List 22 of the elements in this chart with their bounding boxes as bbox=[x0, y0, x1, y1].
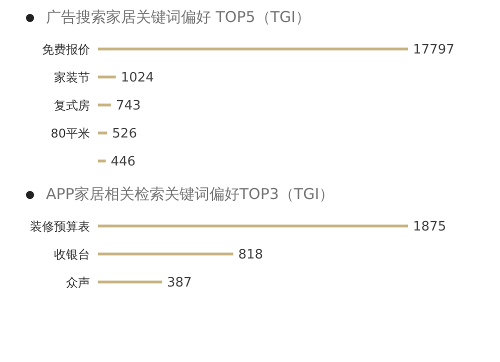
y-tick-label: 复式房 bbox=[54, 98, 90, 112]
bar bbox=[98, 76, 116, 78]
data-label: 17797 bbox=[413, 42, 454, 58]
chart-title: APP家居相关检索关键词偏好TOP3（TGI） bbox=[46, 185, 334, 204]
bar bbox=[98, 160, 106, 162]
bar bbox=[98, 104, 111, 106]
data-label: 743 bbox=[116, 98, 141, 114]
data-label: 526 bbox=[112, 126, 137, 142]
data-label: 446 bbox=[110, 154, 136, 170]
bar bbox=[98, 132, 108, 134]
y-tick-label: 收银台 bbox=[54, 247, 90, 262]
data-label: 387 bbox=[166, 276, 192, 291]
bar bbox=[98, 48, 408, 50]
y-tick-label: 80平米 bbox=[50, 126, 90, 140]
y-tick-label: 装修预算表 bbox=[30, 219, 90, 234]
data-label: 1024 bbox=[120, 70, 154, 86]
chart-title: 广告搜索家居关键词偏好 TOP5（TGI） bbox=[46, 8, 311, 27]
data-label: 818 bbox=[238, 248, 264, 263]
y-tick-label: 免费报价 bbox=[42, 42, 90, 56]
y-tick-label: 众声 bbox=[66, 275, 90, 290]
data-label: 1875 bbox=[413, 220, 446, 235]
y-tick-label: 家装节 bbox=[54, 70, 90, 84]
